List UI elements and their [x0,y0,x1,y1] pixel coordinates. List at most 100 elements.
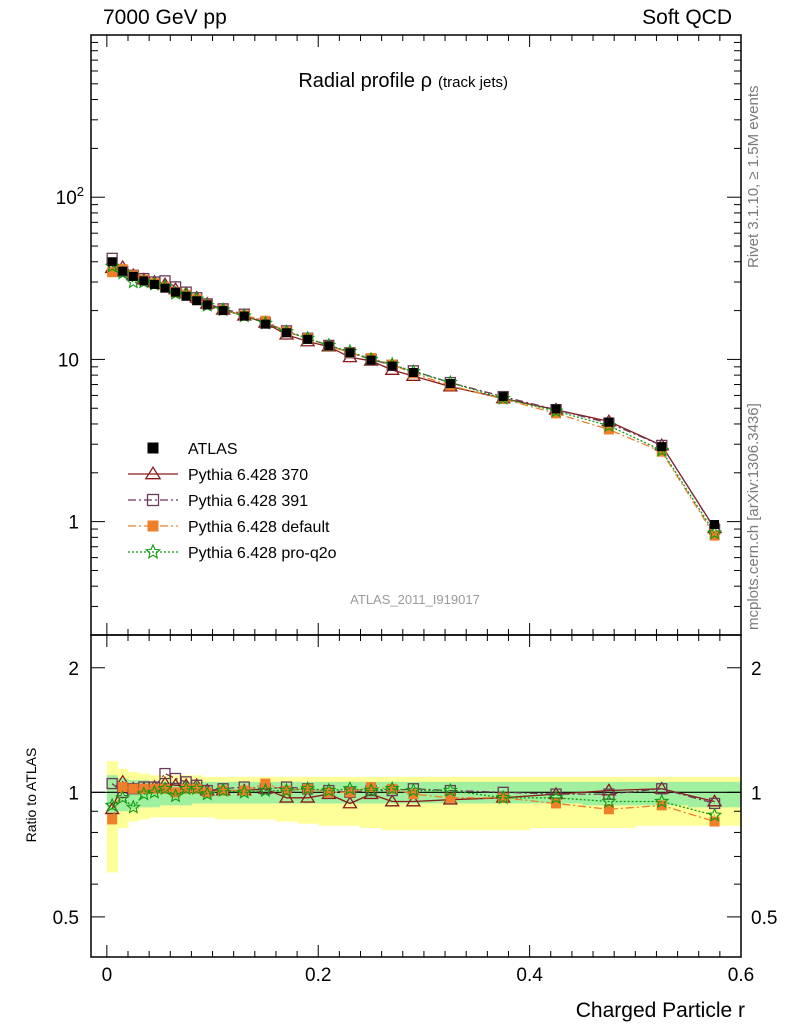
ratio-point [321,782,337,797]
ratio-series-3 [104,780,723,822]
ratio-point [706,794,723,807]
ratio-point [215,782,231,797]
ratio-point [498,792,509,803]
legend-marker [147,520,159,532]
ratio-y-tick-label-right: 2 [751,659,762,680]
ratio-y-tick-label: 1 [68,783,79,804]
ratio-point [654,781,670,794]
axes-group: 0 0.2 0.4 0.6 1 10 102 0.5 0.5 1 1 2 2 [53,34,777,986]
ratio-point [189,780,205,796]
ratio-point [405,782,421,797]
legend: ATLAS Pythia 6.428 370 Pythia 6.428 391 Pyt… [128,441,337,562]
ratio-point [323,787,334,798]
ratio-frame [90,634,742,958]
x-tick-label: 0.2 [305,965,331,986]
ratio-point [199,786,215,801]
main-series-line [111,268,716,536]
main-point [282,328,292,338]
ratio-point [125,799,141,814]
main-point [239,311,249,321]
x-axis-label: Charged Particle r [576,999,745,1022]
main-point [387,361,397,371]
legend-item: Pythia 6.428 pro-q2o [128,543,337,562]
legend-item: ATLAS [147,441,238,458]
ratio-point [257,782,273,797]
legend-item: Pythia 6.428 370 [128,465,308,484]
ratio-point [302,783,313,794]
ratio-point [115,789,131,805]
ratio-band-inner [582,781,636,806]
y-tick-label: 102 [56,184,84,209]
ratio-point [366,782,377,793]
ratio-point [603,804,614,815]
ratio-point [299,790,316,803]
main-point [202,300,212,310]
main-point [107,257,117,267]
x-tick-label: 0.4 [516,965,543,986]
ratio-point [218,785,229,796]
ratio-series-group [104,767,723,827]
ratio-y-tick-label-right: 1 [751,783,762,804]
ratio-point [495,789,511,805]
ratio-point [363,782,379,797]
main-point [603,424,614,435]
main-point [548,403,564,418]
ratio-point [278,782,295,797]
ratio-point [654,793,670,808]
main-point [551,404,561,414]
header-category-label: Soft QCD [642,6,732,29]
ratio-point [170,787,181,798]
main-point [104,258,120,273]
main-point [218,306,228,316]
plot-subtitle: (track jets) [438,74,508,91]
legend-item: Pythia 6.428 default [128,519,330,536]
y-tick-label: 1 [68,513,79,534]
main-point [604,417,614,427]
ratio-point [603,788,615,800]
ratio-series-line [111,788,715,816]
legend-marker [144,543,162,559]
ratio-point [104,797,120,812]
ratio-point [239,785,250,796]
main-point [498,392,508,402]
ratio-point [168,788,184,803]
legend-marker [147,442,159,454]
ratio-point [136,786,152,801]
main-point [445,379,455,389]
main-point [657,442,667,452]
ratio-point [601,793,617,808]
ratio-point [159,783,170,794]
ratio-point [384,794,400,807]
main-point [149,279,159,289]
legend-label: ATLAS [188,441,238,458]
main-point [192,296,202,306]
header-energy-label: 7000 GeV pp [103,6,227,29]
ratio-y-tick-label-right: 0.5 [751,908,777,929]
main-point [160,283,170,293]
ratio-point [157,780,173,796]
x-tick-label: 0 [102,965,113,986]
ratio-point [181,783,192,794]
ratio-point [445,792,456,803]
ratio-point [384,780,400,796]
main-point [303,334,313,344]
legend-label: Pythia 6.428 391 [188,493,308,510]
main-point [128,271,138,281]
ratio-point [128,783,139,794]
ratio-uncertainty-bands [106,761,742,873]
main-point [495,390,511,405]
ratio-band-inner [149,781,161,808]
ratio-point [442,782,458,797]
legend-marker [144,465,162,480]
legend-label: Pythia 6.428 pro-q2o [188,545,337,562]
ratio-point [387,783,398,794]
main-point [710,519,720,529]
ratio-point [300,780,316,796]
legend-label: Pythia 6.428 370 [188,467,308,484]
ratio-point [146,784,162,799]
main-series-0 [107,257,720,529]
ratio-y-tick-label: 2 [68,659,79,680]
ratio-point [548,789,564,805]
ratio-point [278,790,295,803]
